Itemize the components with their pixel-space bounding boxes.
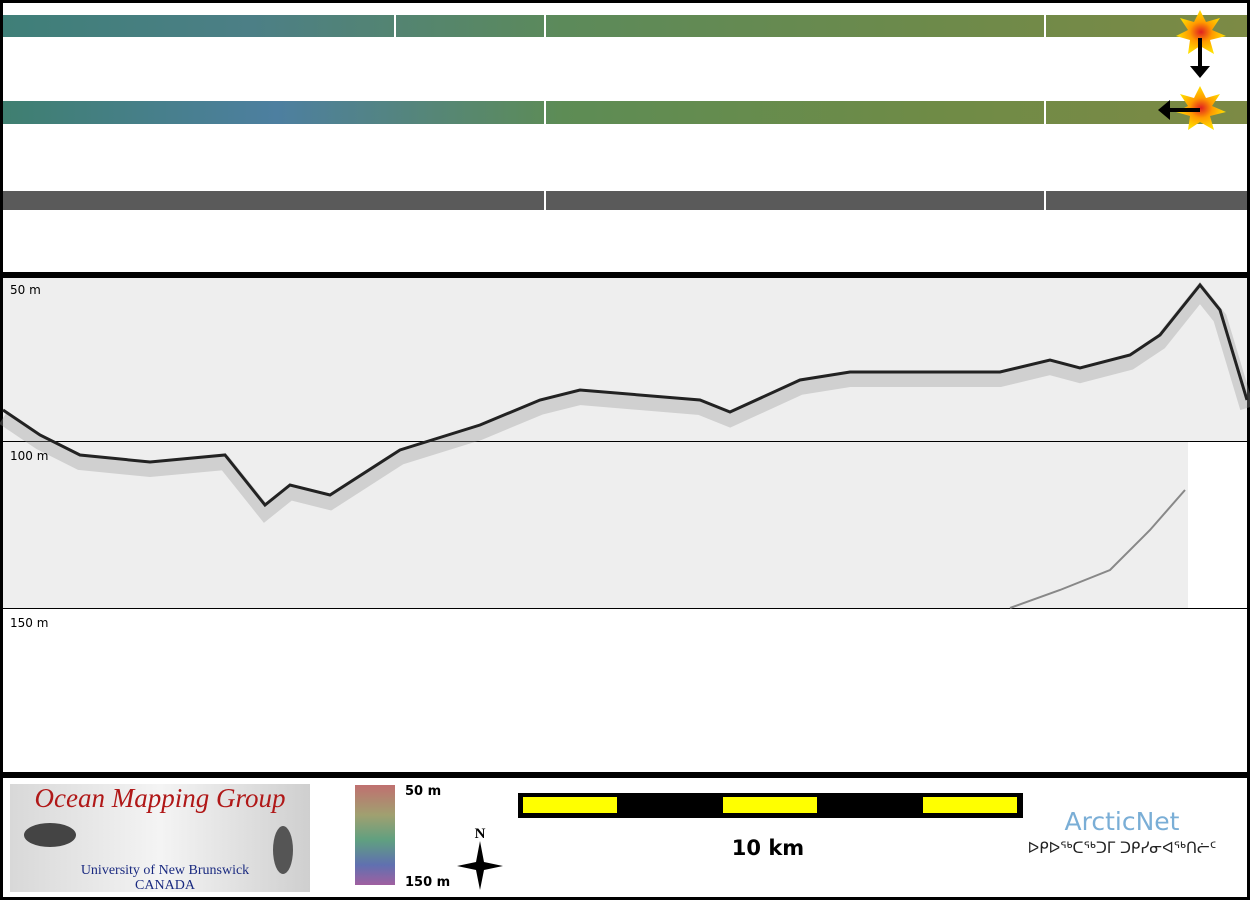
- swath-panel: [3, 3, 1247, 272]
- partner-name: ArcticNet: [1065, 807, 1180, 836]
- logo-institution: University of New Brunswick: [81, 863, 249, 878]
- seabed-echo-shadow: [0, 281, 1250, 523]
- logo-country: CANADA: [135, 878, 196, 893]
- position-marker: [1158, 10, 1226, 130]
- swath-strip: [3, 15, 1247, 37]
- depth-label: 150 m: [10, 616, 48, 630]
- color-scale: [355, 785, 395, 885]
- scale-bar-label: 10 km: [732, 836, 804, 860]
- strip-gaps: [394, 12, 1046, 213]
- depth-label: 50 m: [10, 283, 41, 297]
- logo-icon: [24, 823, 76, 847]
- profile-band: [3, 442, 1188, 608]
- compass-label: N: [475, 826, 486, 842]
- compass: [457, 841, 503, 890]
- partner-inuktitut: ᐅᑭᐅᖅᑕᖅᑐᒥ ᑐᑭᓯᓂᐊᖅᑎᓖᑦ: [1028, 839, 1217, 857]
- scale-bar-segment: [723, 797, 817, 813]
- logo-icon: [273, 826, 293, 874]
- side-echo: [1009, 489, 1186, 609]
- seabed-echo: [2, 282, 1249, 508]
- profile-band: [3, 278, 1247, 441]
- swath-strip: [3, 101, 1247, 124]
- logo-title: Ocean Mapping Group: [35, 783, 286, 813]
- color-scale-label: 50 m: [405, 784, 441, 799]
- scale-bar-segment: [523, 797, 617, 813]
- color-scale-label: 150 m: [405, 875, 450, 890]
- backscatter-strip: [3, 191, 1247, 210]
- depth-label: 100 m: [10, 449, 48, 463]
- scale-bar-segment: [923, 797, 1017, 813]
